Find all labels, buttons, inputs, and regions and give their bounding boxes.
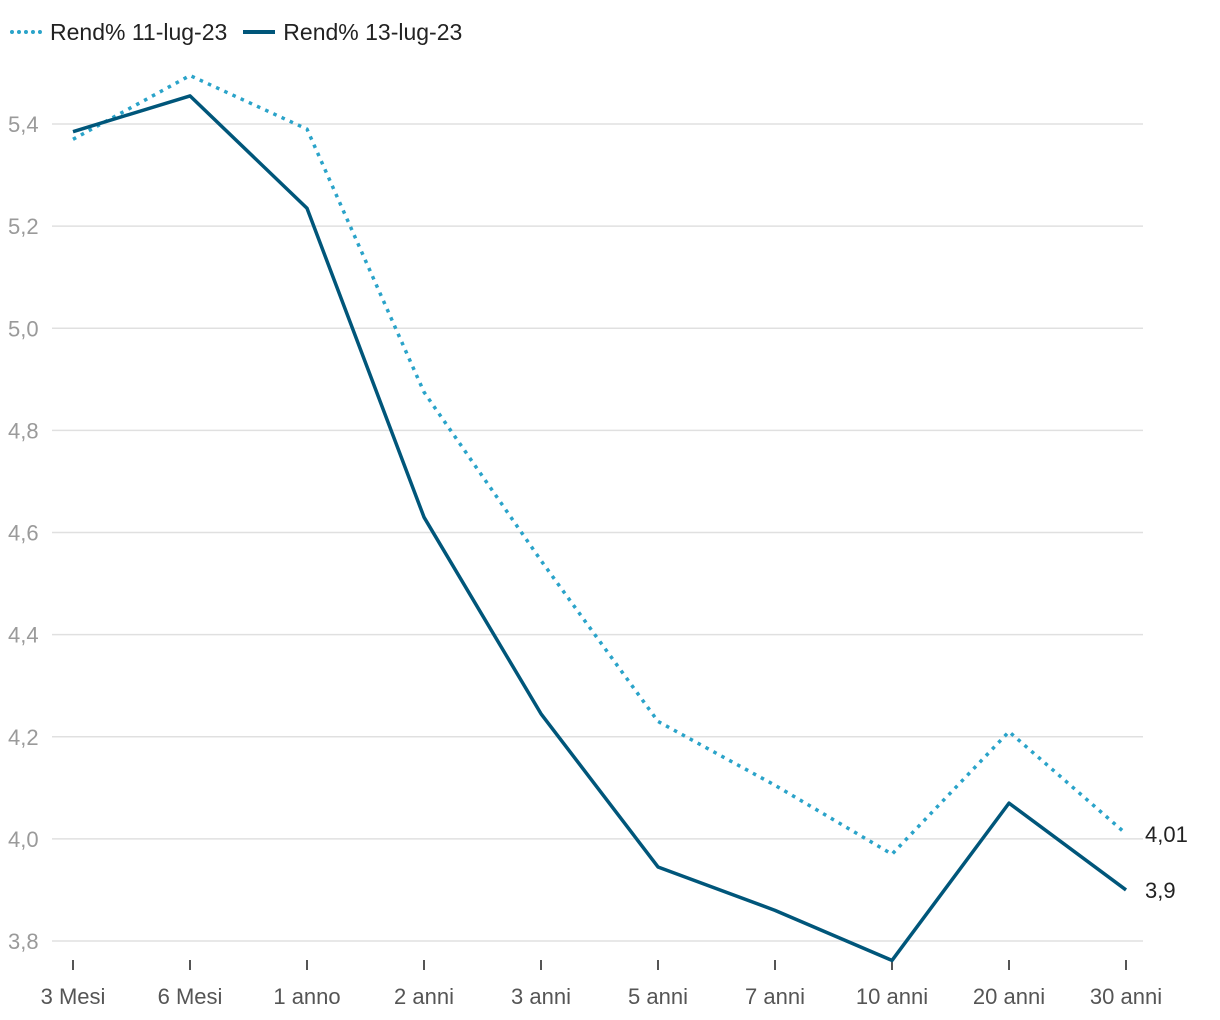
legend-item-series-2[interactable]: Rend% 13-lug-23 — [243, 19, 462, 46]
x-tick-label: 20 anni — [973, 984, 1045, 1009]
end-value-label: 4,01 — [1145, 822, 1188, 847]
end-labels: 4,01 3,9 — [1145, 822, 1188, 903]
x-tick-label: 30 anni — [1090, 984, 1162, 1009]
legend-swatch-dotted — [10, 30, 42, 34]
x-tick-label: 2 anni — [394, 984, 454, 1009]
y-tick-label: 4,2 — [8, 725, 39, 750]
y-tick-label: 5,2 — [8, 214, 39, 239]
x-tick-label: 5 anni — [628, 984, 688, 1009]
legend-swatch-solid — [243, 30, 276, 34]
legend-item-series-1[interactable]: Rend% 11-lug-23 — [10, 19, 227, 46]
x-tick-label: 6 Mesi — [158, 984, 223, 1009]
legend-label-series-2: Rend% 13-lug-23 — [283, 18, 463, 45]
legend-label-series-1: Rend% 11-lug-23 — [50, 18, 228, 45]
series-line-11-lug-23 — [72, 73, 1128, 856]
y-axis-ticks: 3,8 4,0 4,2 4,4 4,6 4,8 5,0 5,2 5,4 — [8, 112, 39, 954]
y-tick-label: 4,0 — [8, 827, 39, 852]
series-line-13-lug-23 — [72, 94, 1128, 963]
y-tick-label: 4,6 — [8, 521, 39, 546]
x-tick-label: 7 anni — [745, 984, 805, 1009]
x-tick-label: 10 anni — [856, 984, 928, 1009]
y-tick-label: 4,4 — [8, 623, 39, 648]
x-tick-label: 3 anni — [511, 984, 571, 1009]
grid-lines — [52, 123, 1143, 942]
legend: Rend% 11-lug-23 Rend% 13-lug-23 — [10, 14, 478, 50]
x-tick-label: 1 anno — [273, 984, 340, 1009]
y-tick-label: 4,8 — [8, 418, 39, 443]
y-tick-label: 5,0 — [8, 316, 39, 341]
y-tick-label: 5,4 — [8, 112, 39, 137]
x-tick-label: 3 Mesi — [41, 984, 106, 1009]
series-lines — [72, 73, 1128, 963]
y-tick-label: 3,8 — [8, 929, 39, 954]
x-axis-ticks: 3 Mesi 6 Mesi 1 anno 2 anni 3 anni 5 anni 7 an… — [41, 960, 1162, 1009]
end-value-label: 3,9 — [1145, 878, 1176, 903]
